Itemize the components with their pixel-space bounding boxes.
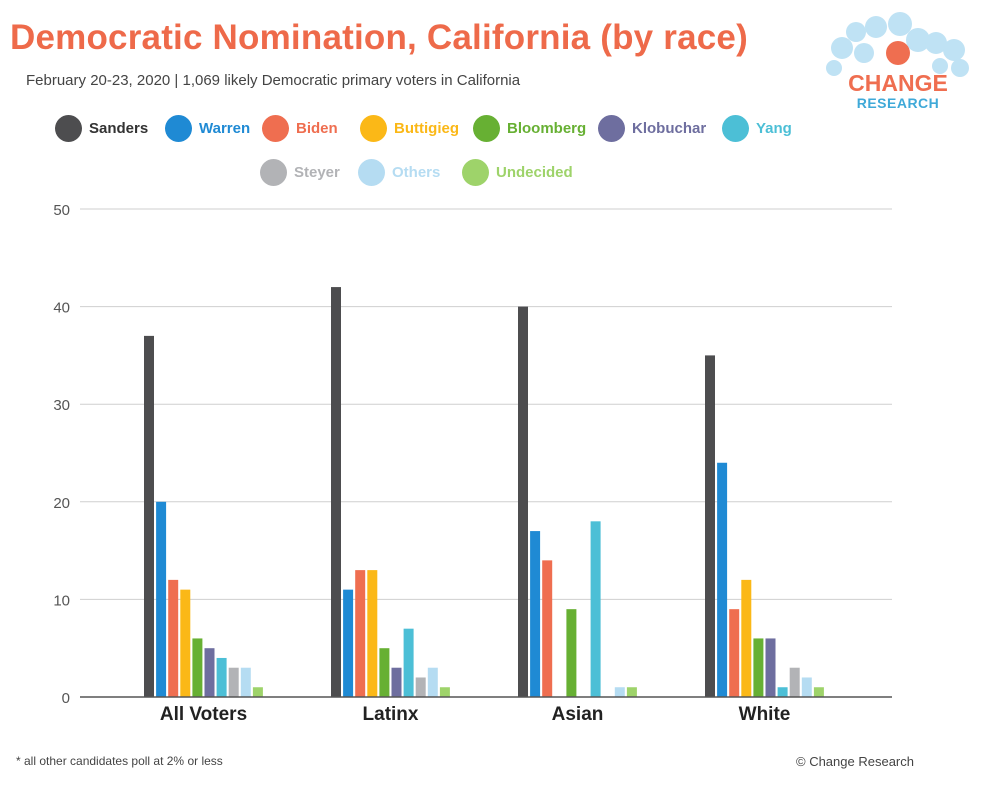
legend-item-yang: Yang xyxy=(722,114,792,142)
legend-item-klobuchar: Klobuchar xyxy=(598,114,706,142)
y-tick-label: 10 xyxy=(53,592,70,609)
y-tick-label: 30 xyxy=(53,397,70,414)
legend-label: Buttigieg xyxy=(394,119,459,137)
legend-swatch xyxy=(462,158,489,186)
legend-label: Bloomberg xyxy=(507,119,587,137)
chart-title: Democratic Nomination, California (by ra… xyxy=(10,18,748,57)
bar-others xyxy=(427,667,438,697)
legend-item-steyer: Steyer xyxy=(260,158,340,186)
x-category-label: Latinx xyxy=(363,704,419,725)
bar-others xyxy=(240,667,251,697)
bar-bloomberg xyxy=(192,638,203,697)
bar-others xyxy=(801,677,812,697)
legend-item-buttigieg: Buttigieg xyxy=(360,114,459,142)
bar-warren xyxy=(156,501,167,697)
legend-swatch xyxy=(360,114,387,142)
y-tick-label: 40 xyxy=(53,300,70,317)
bar-warren xyxy=(530,531,541,697)
bar-biden xyxy=(729,609,740,697)
legend-swatch xyxy=(165,114,192,142)
x-category-label: All Voters xyxy=(160,704,247,725)
bar-klobuchar xyxy=(204,648,215,697)
bar-biden xyxy=(542,560,553,697)
bar-yang xyxy=(590,521,601,697)
bar-undecided xyxy=(626,687,637,697)
legend-label: Klobuchar xyxy=(632,119,707,137)
bar-yang xyxy=(216,657,227,697)
bar-klobuchar xyxy=(765,638,776,697)
bar-undecided xyxy=(813,687,824,697)
bar-buttigieg xyxy=(367,570,378,697)
bar-sanders xyxy=(518,306,528,697)
bar-bloomberg xyxy=(379,648,390,697)
legend-swatch xyxy=(722,114,749,142)
bar-yang xyxy=(403,628,414,697)
bar-steyer xyxy=(789,667,800,697)
legend-label: Undecided xyxy=(496,163,573,181)
logo-text-research: RESEARCH xyxy=(857,95,940,111)
bar-others xyxy=(614,687,625,697)
legend-item-bloomberg: Bloomberg xyxy=(473,114,586,142)
legend-label: Others xyxy=(392,163,441,181)
legend-label: Biden xyxy=(296,119,338,137)
bar-bloomberg xyxy=(566,609,577,697)
y-tick-label: 0 xyxy=(62,690,70,707)
bar-steyer xyxy=(415,677,426,697)
bar-sanders xyxy=(144,335,154,697)
legend-item-undecided: Undecided xyxy=(462,158,573,186)
bar-warren xyxy=(343,589,354,697)
legend-label: Yang xyxy=(756,119,792,137)
y-tick-label: 20 xyxy=(53,495,70,512)
legend-item-sanders: Sanders xyxy=(55,114,148,142)
legend-swatch xyxy=(262,114,289,142)
bar-biden xyxy=(355,570,366,697)
bar-buttigieg xyxy=(180,589,191,697)
bar-klobuchar xyxy=(391,667,402,697)
logo-text-change: CHANGE xyxy=(848,70,948,96)
copyright-credit: © Change Research xyxy=(796,754,914,769)
x-category-label: Asian xyxy=(552,704,604,725)
bar-undecided xyxy=(252,687,263,697)
bar-sanders xyxy=(705,355,715,697)
bar-steyer xyxy=(228,667,239,697)
legend-label: Warren xyxy=(199,119,251,137)
bar-bloomberg xyxy=(753,638,764,697)
y-tick-label: 50 xyxy=(53,202,70,219)
change-research-logo: CHANGE RESEARCH xyxy=(826,12,969,111)
bar-biden xyxy=(168,579,179,697)
legend-item-biden: Biden xyxy=(262,114,338,142)
legend-label: Sanders xyxy=(89,119,149,137)
legend-label: Steyer xyxy=(294,163,340,181)
legend-swatch xyxy=(598,114,625,142)
bar-buttigieg xyxy=(741,579,752,697)
footnote: * all other candidates poll at 2% or les… xyxy=(16,754,223,768)
bar-warren xyxy=(717,462,728,697)
legend-item-warren: Warren xyxy=(165,114,250,142)
bar-yang xyxy=(777,687,788,697)
bar-undecided xyxy=(439,687,450,697)
legend-swatch xyxy=(358,158,385,186)
chart-subtitle: February 20-23, 2020 | 1,069 likely Demo… xyxy=(26,72,521,89)
legend-item-others: Others xyxy=(358,158,440,186)
bar-sanders xyxy=(331,287,341,697)
legend-swatch xyxy=(260,158,287,186)
legend-swatch xyxy=(473,114,500,142)
x-category-label: White xyxy=(739,704,791,725)
legend-swatch xyxy=(55,114,82,142)
